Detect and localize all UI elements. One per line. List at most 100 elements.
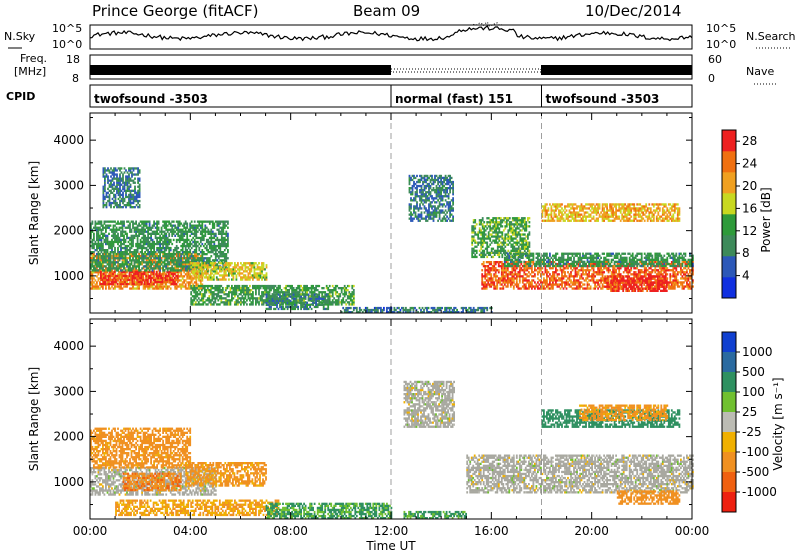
data-cell <box>199 232 202 235</box>
data-cell <box>181 230 184 233</box>
data-cell <box>217 265 220 268</box>
data-cell <box>190 242 193 246</box>
data-cell <box>217 257 220 260</box>
data-cell <box>177 265 180 268</box>
data-cell <box>180 275 183 278</box>
data-cell <box>133 270 135 273</box>
data-cell <box>128 204 130 207</box>
data-cell <box>238 301 241 304</box>
data-cell <box>166 240 169 244</box>
data-cell <box>243 293 245 296</box>
data-cell <box>224 278 227 281</box>
data-cell <box>128 187 130 190</box>
data-cell <box>151 246 154 250</box>
data-cell <box>215 295 218 298</box>
data-cell <box>122 206 124 209</box>
data-cell <box>432 187 435 190</box>
data-cell <box>102 232 104 235</box>
data-cell <box>129 204 132 207</box>
data-cell <box>144 265 146 268</box>
data-cell <box>490 249 493 252</box>
data-cell <box>168 240 171 244</box>
data-cell <box>131 276 134 280</box>
data-cell <box>194 289 197 292</box>
data-cell <box>223 238 226 242</box>
data-cell <box>446 189 448 192</box>
data-cell <box>112 240 115 244</box>
data-cell <box>246 270 248 273</box>
data-cell <box>211 244 214 248</box>
data-cell <box>434 205 436 208</box>
data-cell <box>205 249 208 252</box>
data-cell <box>96 254 98 258</box>
data-cell <box>133 222 136 225</box>
data-cell <box>146 270 149 273</box>
data-cell <box>441 187 444 190</box>
data-cell <box>132 285 134 288</box>
data-cell <box>151 269 154 272</box>
data-cell <box>267 293 269 296</box>
data-cell <box>112 261 115 264</box>
data-cell <box>102 169 105 172</box>
data-cell <box>130 251 133 254</box>
data-cell <box>102 224 104 227</box>
data-cell <box>175 261 178 264</box>
data-cell <box>100 276 102 280</box>
data-cell <box>136 276 138 280</box>
data-cell <box>144 240 146 244</box>
data-cell <box>222 242 225 246</box>
data-cell <box>262 264 265 267</box>
data-cell <box>155 276 158 280</box>
data-cell <box>157 259 160 262</box>
data-cell <box>151 258 154 262</box>
data-cell <box>262 295 265 298</box>
data-cell <box>121 220 124 223</box>
data-cell <box>94 228 97 231</box>
data-cell <box>147 257 149 260</box>
data-cell <box>202 287 205 290</box>
data-cell <box>140 280 143 284</box>
data-cell <box>148 222 151 225</box>
data-cell <box>276 299 278 302</box>
data-cell <box>186 234 189 237</box>
data-cell <box>223 276 226 279</box>
data-cell <box>150 283 152 286</box>
noise-right-tick-bottom: 10^0 <box>706 38 736 51</box>
data-cell <box>124 226 127 229</box>
data-cell <box>426 178 429 182</box>
data-cell <box>152 276 155 280</box>
data-cell <box>240 303 242 306</box>
data-cell <box>208 299 211 302</box>
data-cell <box>97 242 100 246</box>
data-cell <box>113 173 115 176</box>
data-cell <box>106 226 109 229</box>
data-cell <box>193 295 196 298</box>
data-cell <box>184 251 187 254</box>
data-cell <box>178 275 181 278</box>
data-cell <box>120 234 122 237</box>
data-cell <box>168 257 171 260</box>
data-cell <box>199 283 202 286</box>
data-cell <box>115 278 117 282</box>
data-cell <box>449 191 451 194</box>
data-cell <box>129 193 132 197</box>
data-cell <box>108 220 110 223</box>
data-cell <box>100 257 103 260</box>
data-cell <box>213 236 216 240</box>
data-cell <box>105 261 107 264</box>
data-cell <box>184 259 187 262</box>
data-cell <box>118 287 121 290</box>
data-cell <box>100 278 102 282</box>
data-cell <box>111 173 114 176</box>
data-cell <box>184 263 187 266</box>
data-cell <box>93 277 95 280</box>
data-cell <box>108 204 111 207</box>
data-cell <box>174 234 177 237</box>
data-cell <box>247 287 250 290</box>
data-cell <box>148 267 151 270</box>
data-cell <box>121 228 124 231</box>
data-cell <box>215 270 218 273</box>
data-cell <box>211 226 214 229</box>
data-cell <box>94 242 97 246</box>
data-cell <box>474 239 477 242</box>
